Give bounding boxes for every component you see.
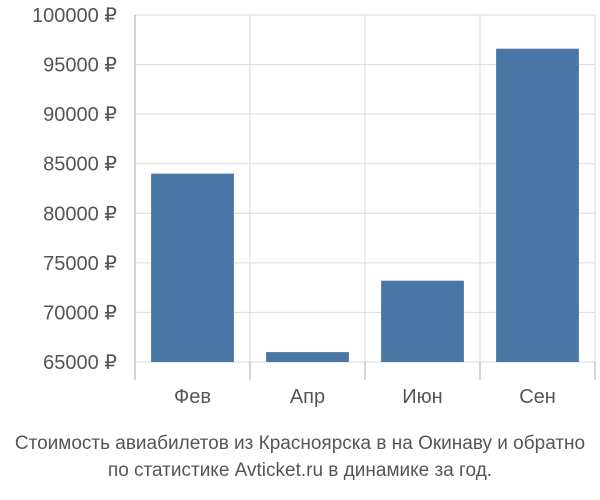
y-tick-label: 75000 ₽ bbox=[43, 253, 117, 275]
y-tick-label: 90000 ₽ bbox=[43, 104, 117, 126]
chart-caption-line-2: по статистике Avticket.ru в динамике за … bbox=[107, 460, 493, 481]
y-tick-label: 100000 ₽ bbox=[32, 5, 117, 27]
x-tick-label: Фев bbox=[174, 386, 211, 408]
chart-caption-line-1: Стоимость авиабилетов из Красноярска в н… bbox=[14, 433, 586, 454]
bar-Фев bbox=[151, 173, 234, 362]
y-tick-label: 95000 ₽ bbox=[43, 55, 117, 77]
y-tick-label: 70000 ₽ bbox=[43, 302, 117, 324]
bar-Апр bbox=[266, 352, 349, 362]
x-tick-label: Сен bbox=[519, 386, 556, 408]
x-tick-label: Июн bbox=[402, 386, 442, 408]
y-tick-label: 65000 ₽ bbox=[43, 352, 117, 374]
bar-chart: 65000 ₽ 70000 ₽ 75000 ₽ 80000 ₽ 85000 ₽ 90000… bbox=[32, 5, 596, 408]
bar-Июн bbox=[381, 280, 464, 362]
y-tick-label: 80000 ₽ bbox=[43, 203, 117, 225]
x-tick-label: Апр bbox=[290, 386, 325, 408]
y-tick-label: 85000 ₽ bbox=[43, 154, 117, 176]
bar-Сен bbox=[496, 48, 579, 363]
